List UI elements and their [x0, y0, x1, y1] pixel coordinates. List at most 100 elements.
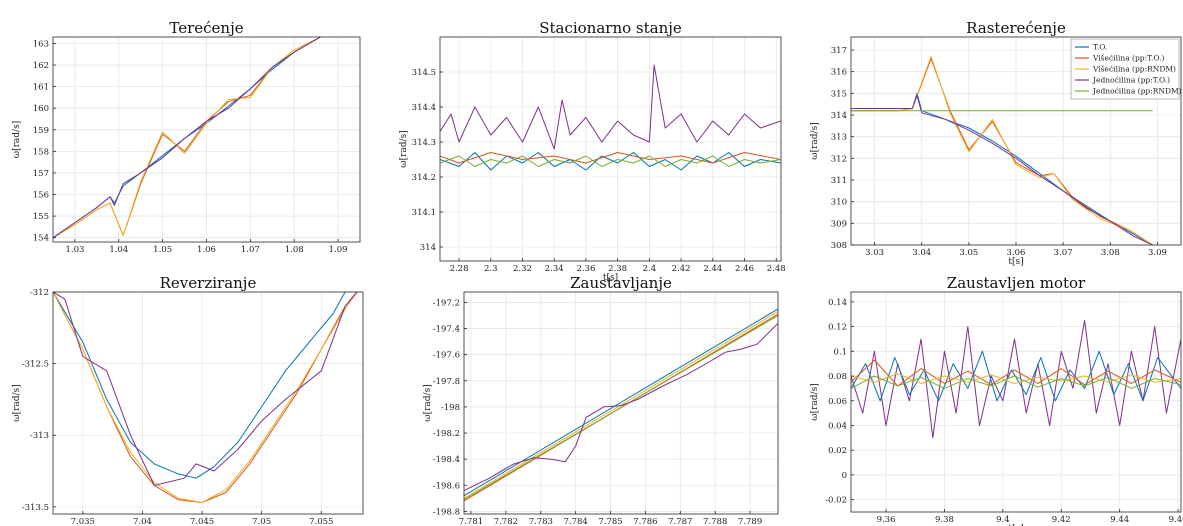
x-tick-label: 2.32: [513, 264, 532, 274]
axes-box: [52, 291, 364, 515]
series-line-4: [851, 95, 1153, 245]
x-tick-label: 7.783: [529, 517, 553, 526]
axes-box: [850, 291, 1182, 513]
y-tick-label: 0.14: [828, 298, 847, 308]
chart-title: Stacionarno stanje: [539, 19, 682, 37]
x-tick-label: 3.04: [912, 248, 931, 258]
series-line-1: [53, 292, 346, 479]
series-line-3: [53, 292, 358, 503]
series-line-3: [440, 152, 781, 164]
chart-title: Terećenje: [169, 19, 243, 37]
y-tick-label: 316: [831, 68, 847, 78]
y-tick-label: 156: [33, 191, 49, 201]
x-tick-label: 9.38: [935, 515, 954, 525]
y-tick-label: 313: [831, 133, 847, 143]
y-tick-label: 314.4: [412, 103, 436, 113]
x-tick-label: 2.28: [450, 264, 469, 274]
y-tick-label: 314: [420, 243, 436, 253]
y-axis-label: ω[rad/s]: [810, 383, 820, 420]
series-line-3: [464, 311, 778, 499]
series-line-3: [851, 359, 1181, 387]
y-tick-label: 159: [33, 126, 49, 136]
series-line-1: [464, 308, 778, 497]
chart-6: 9.36 9.38 9.4 9.42 9.44 9.46 -0.02 0 0.02 0.04 0.0…: [810, 274, 1183, 526]
x-axis-label: t[s]: [603, 273, 618, 283]
x-tick-label: 7.784: [563, 517, 587, 526]
plot-area: [440, 37, 781, 261]
x-tick-label: 3.05: [959, 248, 978, 258]
y-tick-label: 317: [831, 46, 847, 56]
y-tick-label: 308: [831, 241, 847, 251]
x-tick-label: 2.42: [672, 264, 691, 274]
y-axis-label: ω[rad/s]: [399, 130, 409, 167]
x-tick-label: 9.4: [996, 515, 1010, 525]
x-tick-label: 1.03: [65, 245, 84, 255]
y-axis-label: ω[rad/s]: [12, 384, 22, 421]
x-tick-label: 7.05: [252, 517, 271, 526]
series-line-5: [851, 375, 1181, 389]
series-line-3: [53, 37, 321, 239]
x-tick-label: 9.44: [1110, 515, 1129, 525]
x-tick-label: 2.38: [608, 264, 627, 274]
y-tick-label: 315: [831, 89, 847, 99]
chart-title: Reverziranje: [160, 274, 257, 292]
x-tick-label: 7.788: [703, 517, 727, 526]
x-tick-label: 7.782: [494, 517, 518, 526]
chart-4: 7.035 7.04 7.045 7.05 7.055 -312 -312.5 -313 -31…: [12, 274, 364, 526]
legend-entry: T.O.: [1093, 43, 1107, 52]
y-tick-label: -198.8: [433, 507, 460, 517]
x-tick-label: 9.46: [1169, 515, 1183, 525]
y-tick-label: 161: [33, 83, 49, 93]
x-tick-label: 3.09: [1148, 248, 1167, 258]
y-tick-label: 0.06: [828, 397, 847, 407]
x-tick-label: 7.786: [633, 517, 657, 526]
y-tick-label: -197.2: [433, 298, 460, 308]
x-tick-label: 7.055: [309, 517, 333, 526]
y-tick-label: 0.02: [828, 446, 847, 456]
x-tick-label: 2.36: [576, 264, 595, 274]
y-axis-label: ω[rad/s]: [423, 384, 433, 421]
x-axis-label: t[s]: [1008, 257, 1023, 267]
x-tick-label: 1.05: [153, 245, 172, 255]
y-tick-label: 314: [831, 111, 847, 121]
chart-1: 1.03 1.04 1.05 1.06 1.07 1.08 1.09 154 155 156 157…: [12, 19, 361, 255]
y-tick-label: 158: [33, 147, 49, 157]
y-tick-label: 162: [33, 61, 49, 71]
series-line-4: [53, 37, 321, 239]
x-tick-label: 7.04: [133, 517, 152, 526]
x-tick-label: 2.48: [767, 264, 786, 274]
axes-box: [439, 36, 782, 262]
y-tick-label: -197.4: [433, 325, 460, 335]
y-tick-label: -312.5: [22, 360, 49, 370]
y-tick-label: 314.2: [412, 173, 436, 183]
axes-box: [463, 291, 779, 515]
legend-entry: Višećilina (pp:T.O.): [1092, 54, 1164, 63]
plot-area: [851, 292, 1181, 512]
y-tick-label: -313: [30, 431, 49, 441]
plot-area: [53, 292, 363, 514]
x-tick-label: 1.09: [329, 245, 348, 255]
x-tick-label: 1.07: [241, 245, 260, 255]
series-line-4: [851, 373, 1181, 384]
y-tick-label: 160: [33, 104, 49, 114]
x-tick-label: 2.4: [643, 264, 657, 274]
x-tick-label: 9.42: [1052, 515, 1071, 525]
y-tick-label: 0.1: [833, 347, 847, 357]
series-line-4: [53, 292, 358, 486]
x-tick-label: 1.06: [197, 245, 216, 255]
y-tick-label: -198.2: [433, 429, 460, 439]
x-tick-label: 2.3: [484, 264, 498, 274]
y-tick-label: 157: [33, 169, 49, 179]
y-axis-label: ω[rad/s]: [12, 121, 22, 158]
chart-title: Zaustavljen motor: [947, 274, 1086, 292]
x-tick-label: 9.36: [877, 515, 896, 525]
y-tick-label: 314.5: [412, 68, 436, 78]
x-axis-label: t[s]: [1008, 524, 1023, 526]
x-tick-label: 7.045: [190, 517, 214, 526]
y-tick-label: -312: [30, 288, 49, 298]
y-tick-label: 154: [33, 234, 49, 244]
y-tick-label: 0.04: [828, 421, 847, 431]
x-tick-label: 2.44: [703, 264, 722, 274]
y-tick-label: -198.6: [433, 481, 460, 491]
y-tick-label: -0.02: [825, 496, 847, 506]
